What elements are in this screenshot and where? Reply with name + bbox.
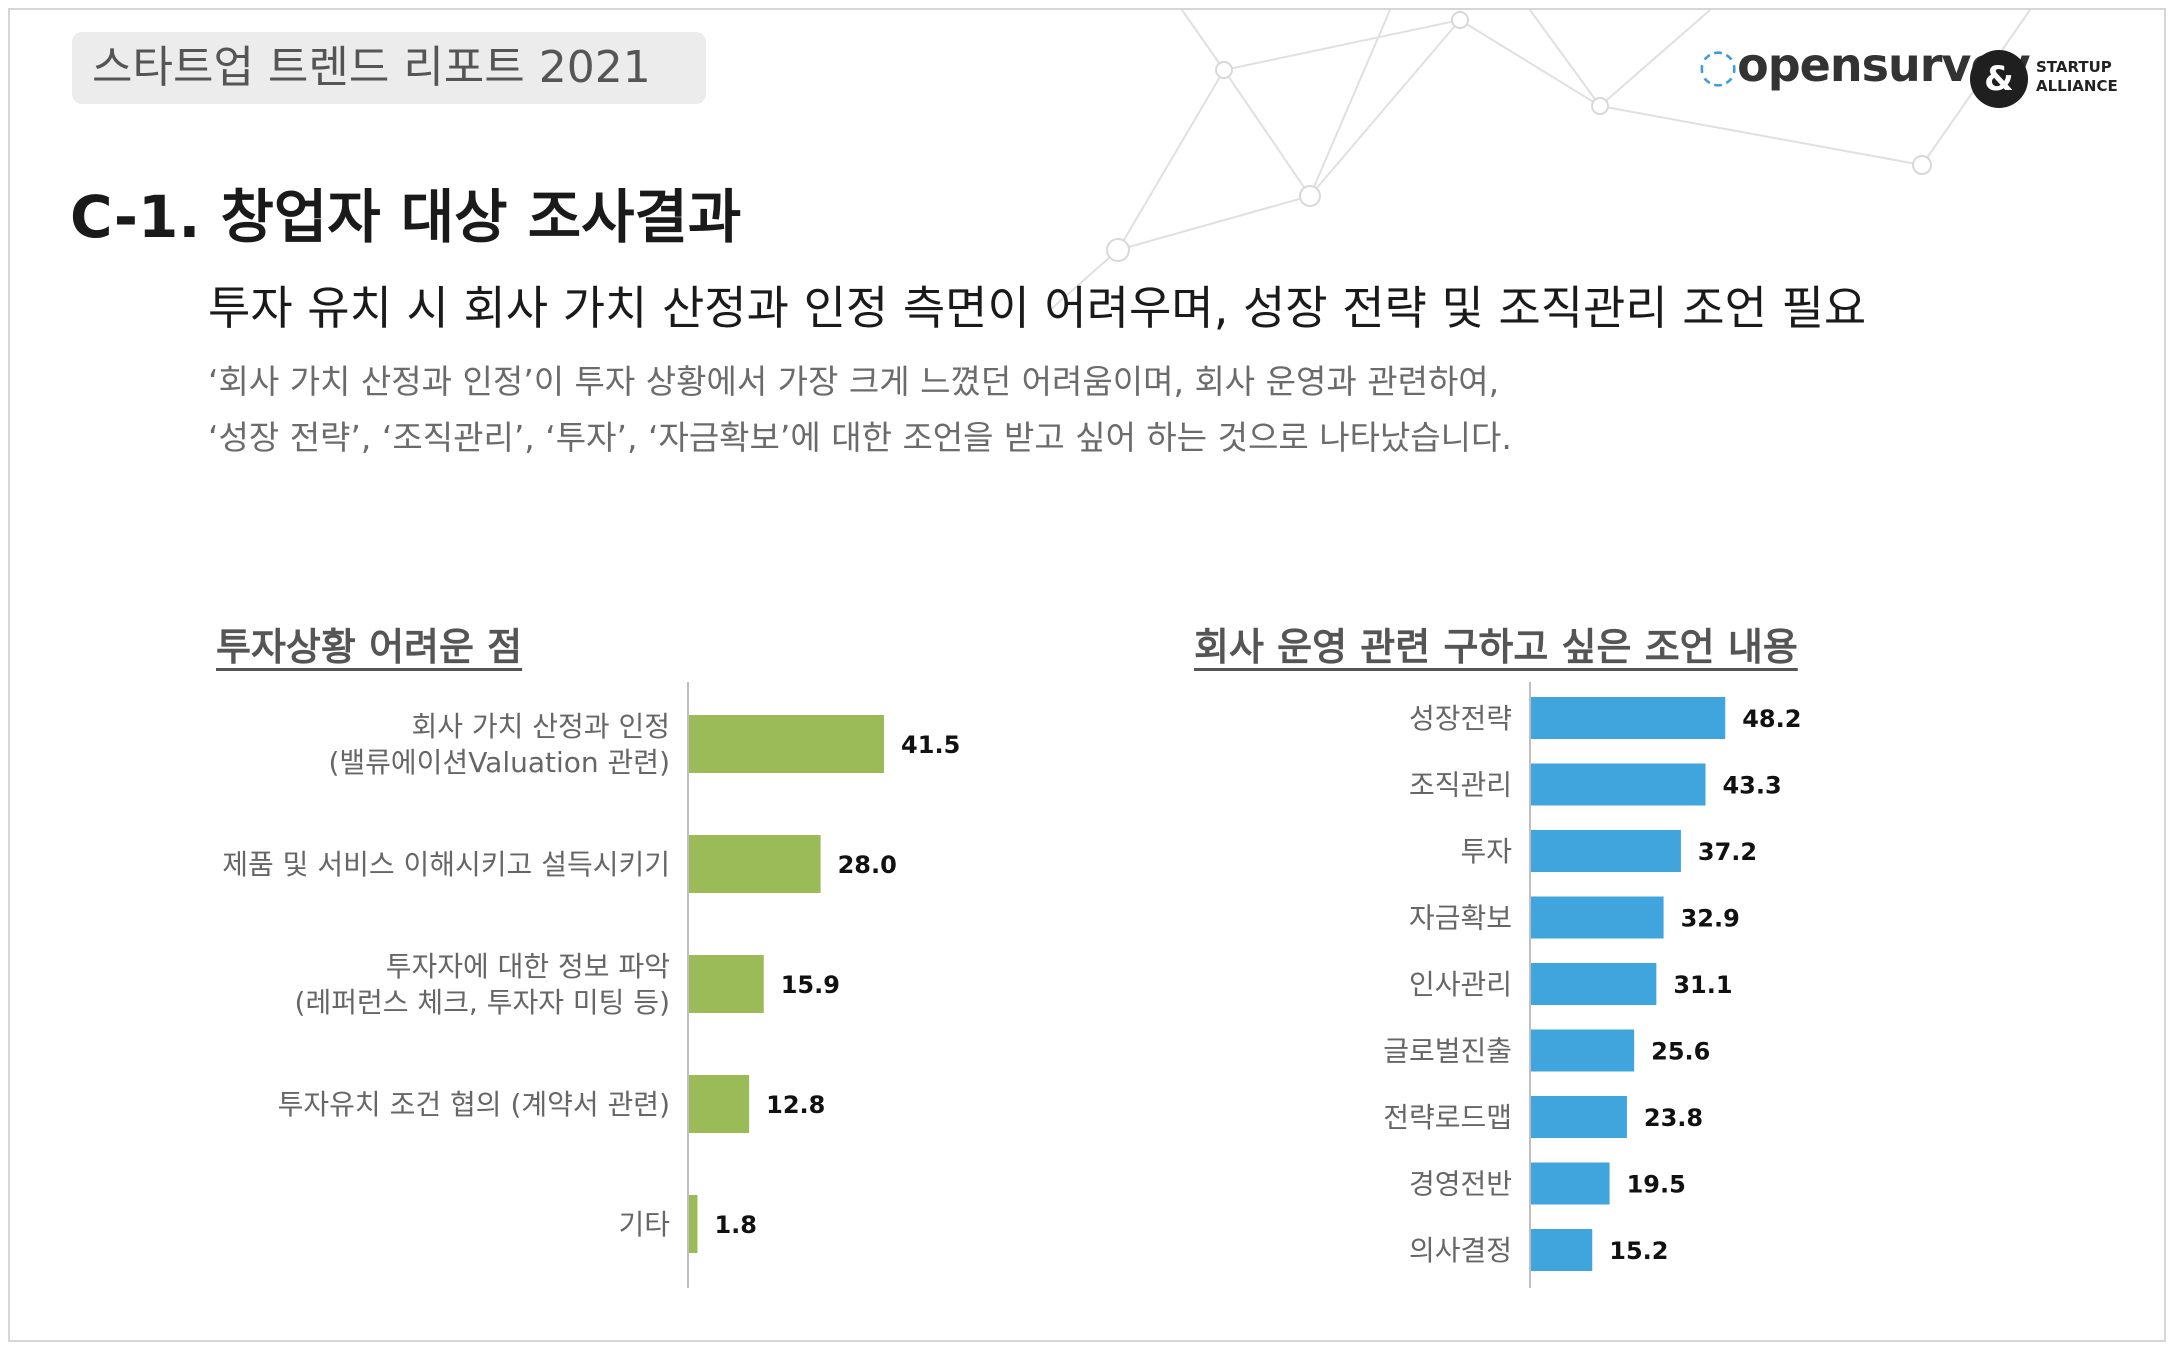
data-label: 19.5	[1627, 1171, 1686, 1199]
data-label: 15.9	[781, 971, 840, 999]
data-label: 15.2	[1609, 1237, 1668, 1265]
data-label: 12.8	[766, 1091, 825, 1119]
bar	[689, 1195, 698, 1253]
category-label: 제품 및 서비스 이해시키고 설득시키기	[222, 848, 670, 881]
category-label: 투자	[1460, 835, 1512, 868]
data-label: 28.0	[838, 851, 897, 879]
category-label: 의사결정	[1409, 1234, 1512, 1267]
network-decoration	[1049, 10, 2031, 310]
body-line-2: ‘성장 전략’, ‘조직관리’, ‘투자’, ‘자금확보’에 대한 조언을 받고…	[208, 418, 1512, 457]
report-title-badge: 스타트업 트렌드 리포트 2021	[72, 32, 706, 104]
category-label: (레퍼런스 체크, 투자자 미팅 등)	[295, 986, 670, 1019]
category-label: 성장전략	[1409, 702, 1512, 735]
section-title: C-1. 창업자 대상 조사결과	[70, 183, 742, 251]
alliance-line2: ALLIANCE	[2036, 77, 2118, 95]
bar	[1531, 830, 1681, 872]
bar	[1531, 1029, 1635, 1072]
bar	[1531, 763, 1706, 806]
body-line-1: ‘회사 가치 산정과 인정’이 투자 상황에서 가장 크게 느꼈던 어려움이며,…	[208, 362, 1500, 401]
data-label: 43.3	[1722, 772, 1781, 800]
data-label: 37.2	[1698, 838, 1757, 866]
category-label: 인사관리	[1409, 968, 1512, 1001]
data-label: 23.8	[1644, 1104, 1703, 1132]
bar	[1531, 1162, 1610, 1205]
startup-alliance-icon: &	[1970, 50, 2028, 108]
bar	[689, 835, 821, 893]
bar	[1531, 1096, 1627, 1138]
category-label: 투자자에 대한 정보 파악	[386, 950, 670, 983]
right-chart-title: 회사 운영 관련 구하고 싶은 조언 내용	[1194, 625, 1798, 669]
bar	[1531, 697, 1726, 739]
category-label: 자금확보	[1409, 902, 1512, 935]
category-label: 기타	[618, 1208, 670, 1241]
category-label: (밸류에이션Valuation 관련)	[328, 746, 670, 779]
alliance-line1: STARTUP	[2036, 58, 2112, 76]
bar	[689, 715, 885, 773]
category-label: 회사 가치 산정과 인정	[411, 710, 670, 743]
category-label: 전략로드맵	[1383, 1101, 1512, 1134]
data-label: 1.8	[714, 1211, 757, 1239]
slide: 스타트업 트렌드 리포트 2021 ◌opensurvey & STARTUP …	[8, 8, 2166, 1342]
startup-alliance-logo: & STARTUP ALLIANCE	[1970, 46, 2130, 116]
data-label: 32.9	[1681, 905, 1740, 933]
category-label: 글로벌진출	[1383, 1035, 1512, 1068]
left-chart-title: 투자상황 어려운 점	[216, 625, 523, 669]
data-label: 48.2	[1742, 705, 1801, 733]
bar	[689, 955, 764, 1013]
left-bar-chart: 41.5 회사 가치 산정과 인정(밸류에이션Valuation 관련) 28.0 제…	[222, 682, 960, 1288]
startup-alliance-text: STARTUP ALLIANCE	[2036, 58, 2118, 96]
category-label: 조직관리	[1409, 769, 1512, 802]
category-label: 경영전반	[1409, 1168, 1512, 1201]
category-label: 투자유치 조건 협의 (계약서 관련)	[278, 1088, 670, 1121]
data-label: 25.6	[1651, 1038, 1710, 1066]
opensurvey-ring-icon: ◌	[1698, 38, 1738, 92]
bar	[689, 1075, 750, 1133]
data-label: 41.5	[901, 731, 960, 759]
bar	[1531, 963, 1657, 1005]
right-bar-chart: 48.2 성장전략 43.3 조직관리 37.2 투자 32.9 자금확보 31.1 인사관리 25…	[1383, 682, 1801, 1288]
bar	[1531, 1229, 1593, 1271]
data-label: 31.1	[1673, 971, 1732, 999]
headline: 투자 유치 시 회사 가치 산정과 인정 측면이 어려우며, 성장 전략 및 조…	[208, 281, 1867, 335]
bar	[1531, 896, 1664, 939]
body-text: ‘회사 가치 산정과 인정’이 투자 상황에서 가장 크게 느꼈던 어려움이며,…	[208, 354, 1512, 466]
